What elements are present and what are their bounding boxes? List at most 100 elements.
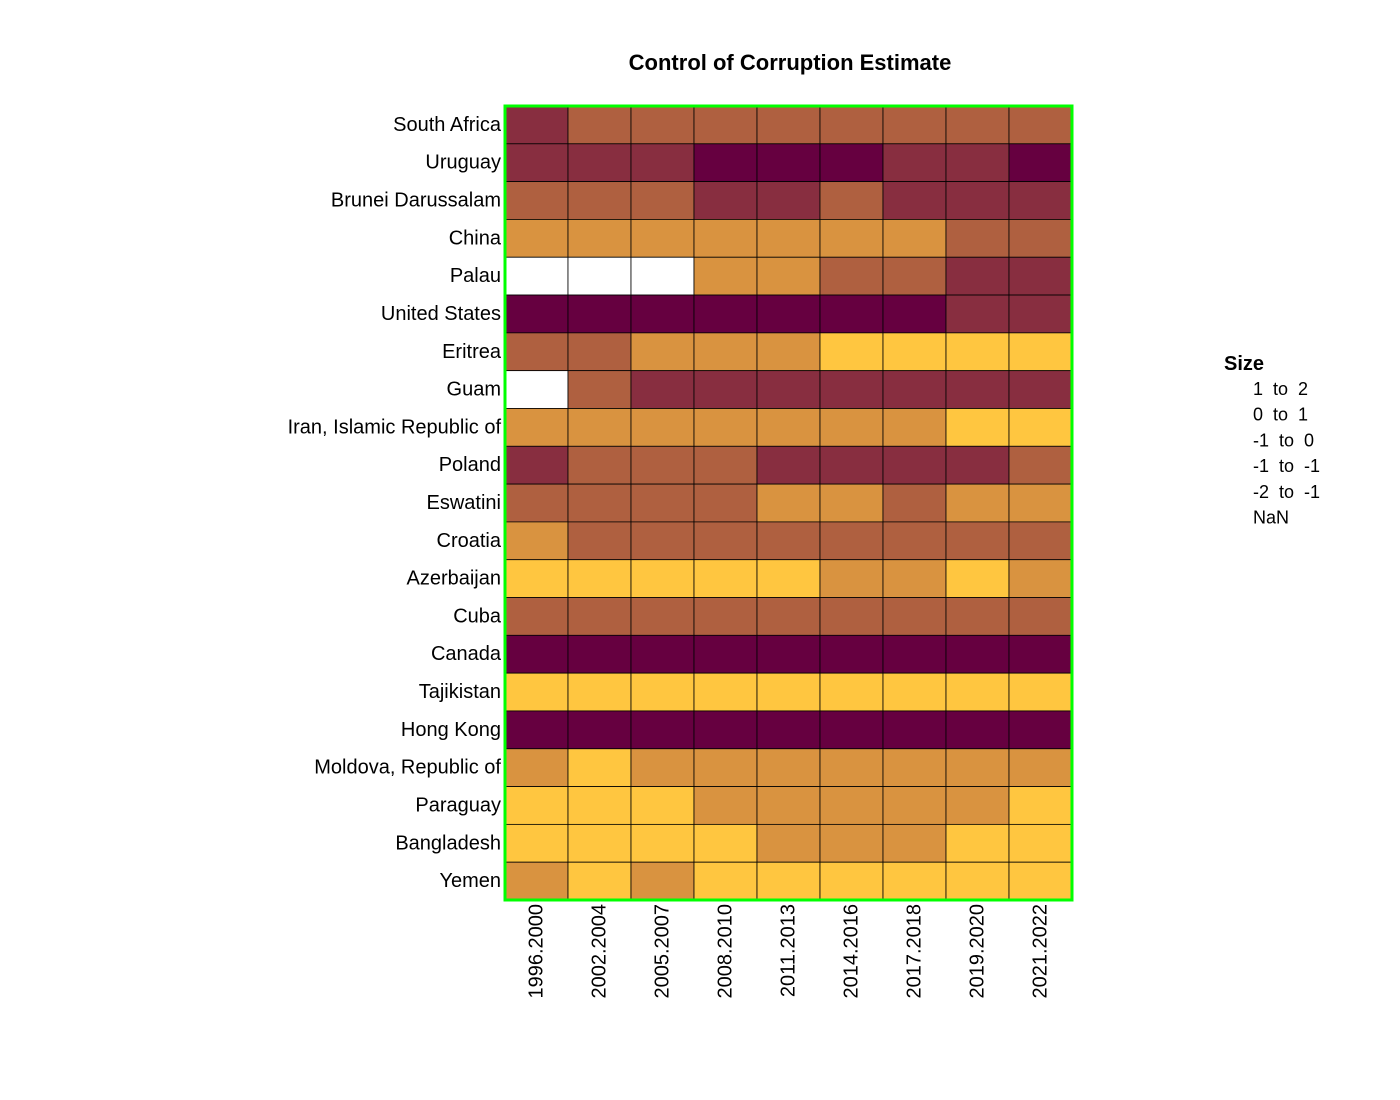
heatmap-cell	[819, 294, 884, 334]
heatmap-cell	[693, 256, 758, 296]
heatmap-cell	[882, 521, 947, 561]
heatmap-cell	[693, 143, 758, 183]
heatmap-cell	[819, 370, 884, 409]
heatmap-cell	[504, 143, 569, 183]
heatmap-cell	[1008, 294, 1073, 334]
row-label: Hong Kong	[401, 719, 501, 741]
legend: 1 to 2 0 to 1 -1 to 0 -1 to -1 -2 to -1 NaN	[1253, 379, 1320, 528]
heatmap-cell	[630, 710, 695, 750]
row-label: Brunei Darussalam	[331, 190, 501, 212]
heatmap-cell	[819, 823, 884, 863]
column-label: 2002.2004	[589, 904, 611, 999]
heatmap-cell	[945, 672, 1010, 712]
heatmap-cell	[756, 634, 821, 674]
heatmap-cell	[1008, 408, 1073, 447]
heatmap-cell	[819, 710, 884, 750]
heatmap-cell	[567, 370, 632, 409]
heatmap-cells	[504, 105, 1073, 901]
heatmap-cell	[1008, 256, 1073, 296]
column-label: 2005.2007	[652, 904, 674, 999]
heatmap-cell	[567, 597, 632, 636]
chart-title: Control of Corruption Estimate	[629, 50, 952, 75]
heatmap-cell	[567, 559, 632, 598]
heatmap-cell	[756, 332, 821, 372]
heatmap-cell	[693, 105, 758, 145]
heatmap-cell	[630, 861, 695, 901]
row-label: Cuba	[453, 605, 502, 627]
row-label: Poland	[439, 454, 501, 476]
heatmap-cell	[504, 483, 569, 523]
heatmap-cell	[630, 332, 695, 372]
heatmap-cell	[693, 294, 758, 334]
heatmap-cell	[1008, 861, 1073, 901]
heatmap-cell	[756, 559, 821, 598]
heatmap-cell	[945, 105, 1010, 145]
heatmap-cell	[504, 710, 569, 750]
heatmap-cell	[945, 332, 1010, 372]
legend-entry: -2 to -1	[1253, 482, 1320, 502]
row-label: China	[449, 227, 502, 249]
heatmap-cell	[756, 483, 821, 523]
heatmap-cell	[882, 672, 947, 712]
heatmap-cell	[945, 748, 1010, 787]
heatmap-cell	[1008, 483, 1073, 523]
heatmap-cell	[756, 748, 821, 787]
row-label: Eswatini	[427, 492, 501, 514]
column-label: 2014.2016	[841, 904, 863, 999]
heatmap-cell	[882, 710, 947, 750]
heatmap-cell	[567, 483, 632, 523]
row-label: United States	[381, 303, 501, 325]
heatmap-cell	[945, 445, 1010, 485]
heatmap-cell	[693, 370, 758, 409]
heatmap-cell	[1008, 143, 1073, 183]
heatmap-cell	[882, 483, 947, 523]
heatmap-cell	[756, 370, 821, 409]
heatmap-cell	[630, 181, 695, 220]
heatmap-cell	[504, 748, 569, 787]
heatmap-cell	[1008, 219, 1073, 258]
heatmap-cell	[693, 445, 758, 485]
heatmap-cell	[693, 748, 758, 787]
heatmap-cell	[693, 559, 758, 598]
heatmap-cell	[819, 634, 884, 674]
heatmap-cell	[630, 483, 695, 523]
heatmap-cell	[567, 861, 632, 901]
heatmap-cell	[756, 521, 821, 561]
heatmap-cell	[630, 445, 695, 485]
heatmap-cell	[819, 786, 884, 825]
heatmap-cell	[693, 332, 758, 372]
heatmap-cell	[945, 294, 1010, 334]
heatmap-cell	[819, 256, 884, 296]
heatmap-cell	[945, 483, 1010, 523]
heatmap-cell	[756, 786, 821, 825]
heatmap-cell	[504, 445, 569, 485]
heatmap-cell	[882, 294, 947, 334]
heatmap-cell	[630, 105, 695, 145]
heatmap-cell	[819, 408, 884, 447]
heatmap-cell	[630, 294, 695, 334]
heatmap-cell	[693, 861, 758, 901]
heatmap-cell	[567, 181, 632, 220]
heatmap-cell	[945, 408, 1010, 447]
heatmap-cell	[567, 332, 632, 372]
heatmap-cell	[630, 143, 695, 183]
heatmap-cell	[756, 710, 821, 750]
heatmap-cell	[630, 672, 695, 712]
heatmap-cell	[567, 786, 632, 825]
heatmap-cell	[630, 634, 695, 674]
row-label: Azerbaijan	[406, 568, 501, 590]
heatmap-cell	[819, 521, 884, 561]
heatmap-cell	[882, 332, 947, 372]
heatmap-cell	[819, 748, 884, 787]
heatmap-cell	[1008, 634, 1073, 674]
heatmap-cell	[630, 786, 695, 825]
row-label: Palau	[450, 265, 501, 287]
column-label: 2019.2020	[967, 904, 989, 999]
row-labels: South Africa Uruguay Brunei Darussalam Chin…	[288, 114, 502, 892]
heatmap-cell	[1008, 521, 1073, 561]
heatmap-cell	[1008, 597, 1073, 636]
row-label: Iran, Islamic Republic of	[288, 416, 502, 438]
heatmap-cell	[882, 823, 947, 863]
heatmap-cell	[882, 370, 947, 409]
